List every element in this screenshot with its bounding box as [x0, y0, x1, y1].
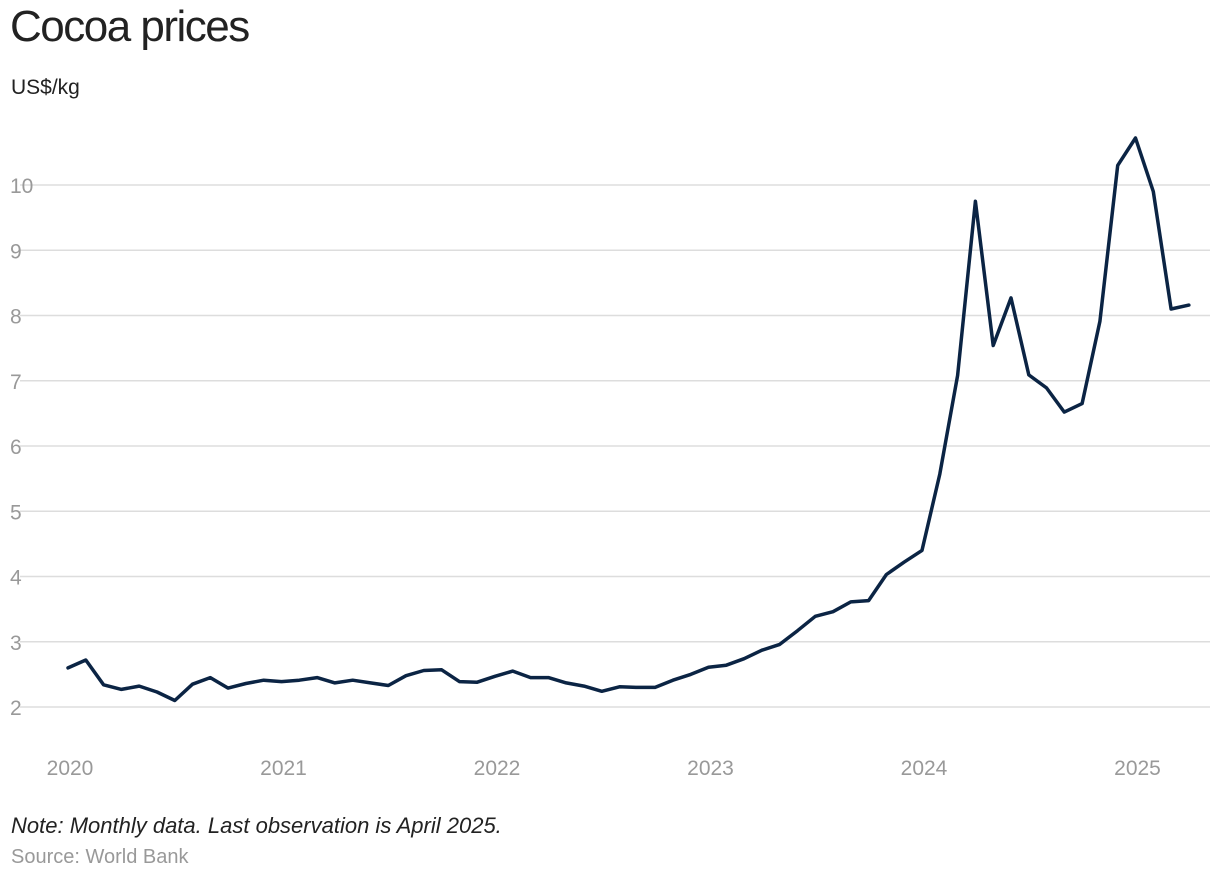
- y-tick-label-4: 4: [10, 567, 22, 590]
- y-tick-label-10: 10: [10, 175, 33, 198]
- y-tick-label-3: 3: [10, 632, 22, 655]
- x-axis-ticks: 2020 2021 2022 2023 2024 2025: [47, 757, 1161, 780]
- gridlines: [20, 184, 1210, 708]
- x-tick-label-2023: 2023: [687, 757, 734, 780]
- line-chart: 2 3 4 5 6 7 8 9 10 2020 2021 2022 2023 2024 2025: [10, 136, 1210, 780]
- x-tick-label-2024: 2024: [901, 757, 948, 780]
- chart-source: Source: World Bank: [11, 846, 189, 868]
- y-tick-label-9: 9: [10, 240, 22, 263]
- y-tick-label-2: 2: [10, 697, 22, 720]
- x-tick-label-2022: 2022: [474, 757, 521, 780]
- y-tick-label-5: 5: [10, 501, 22, 524]
- x-tick-label-2021: 2021: [260, 757, 307, 780]
- y-tick-label-8: 8: [10, 306, 22, 329]
- y-axis-ticks: 2 3 4 5 6 7 8 9 10: [10, 175, 33, 720]
- y-tick-label-7: 7: [10, 371, 22, 394]
- x-tick-label-2020: 2020: [47, 757, 94, 780]
- chart-note: Note: Monthly data. Last observation is …: [11, 813, 502, 838]
- x-tick-label-2025: 2025: [1114, 757, 1161, 780]
- chart-title: Cocoa prices: [10, 2, 250, 51]
- y-axis-unit-label: US$/kg: [11, 76, 80, 99]
- y-tick-label-6: 6: [10, 436, 22, 459]
- series-line-cocoa-price: [66, 136, 1191, 703]
- series-layer: [66, 136, 1191, 703]
